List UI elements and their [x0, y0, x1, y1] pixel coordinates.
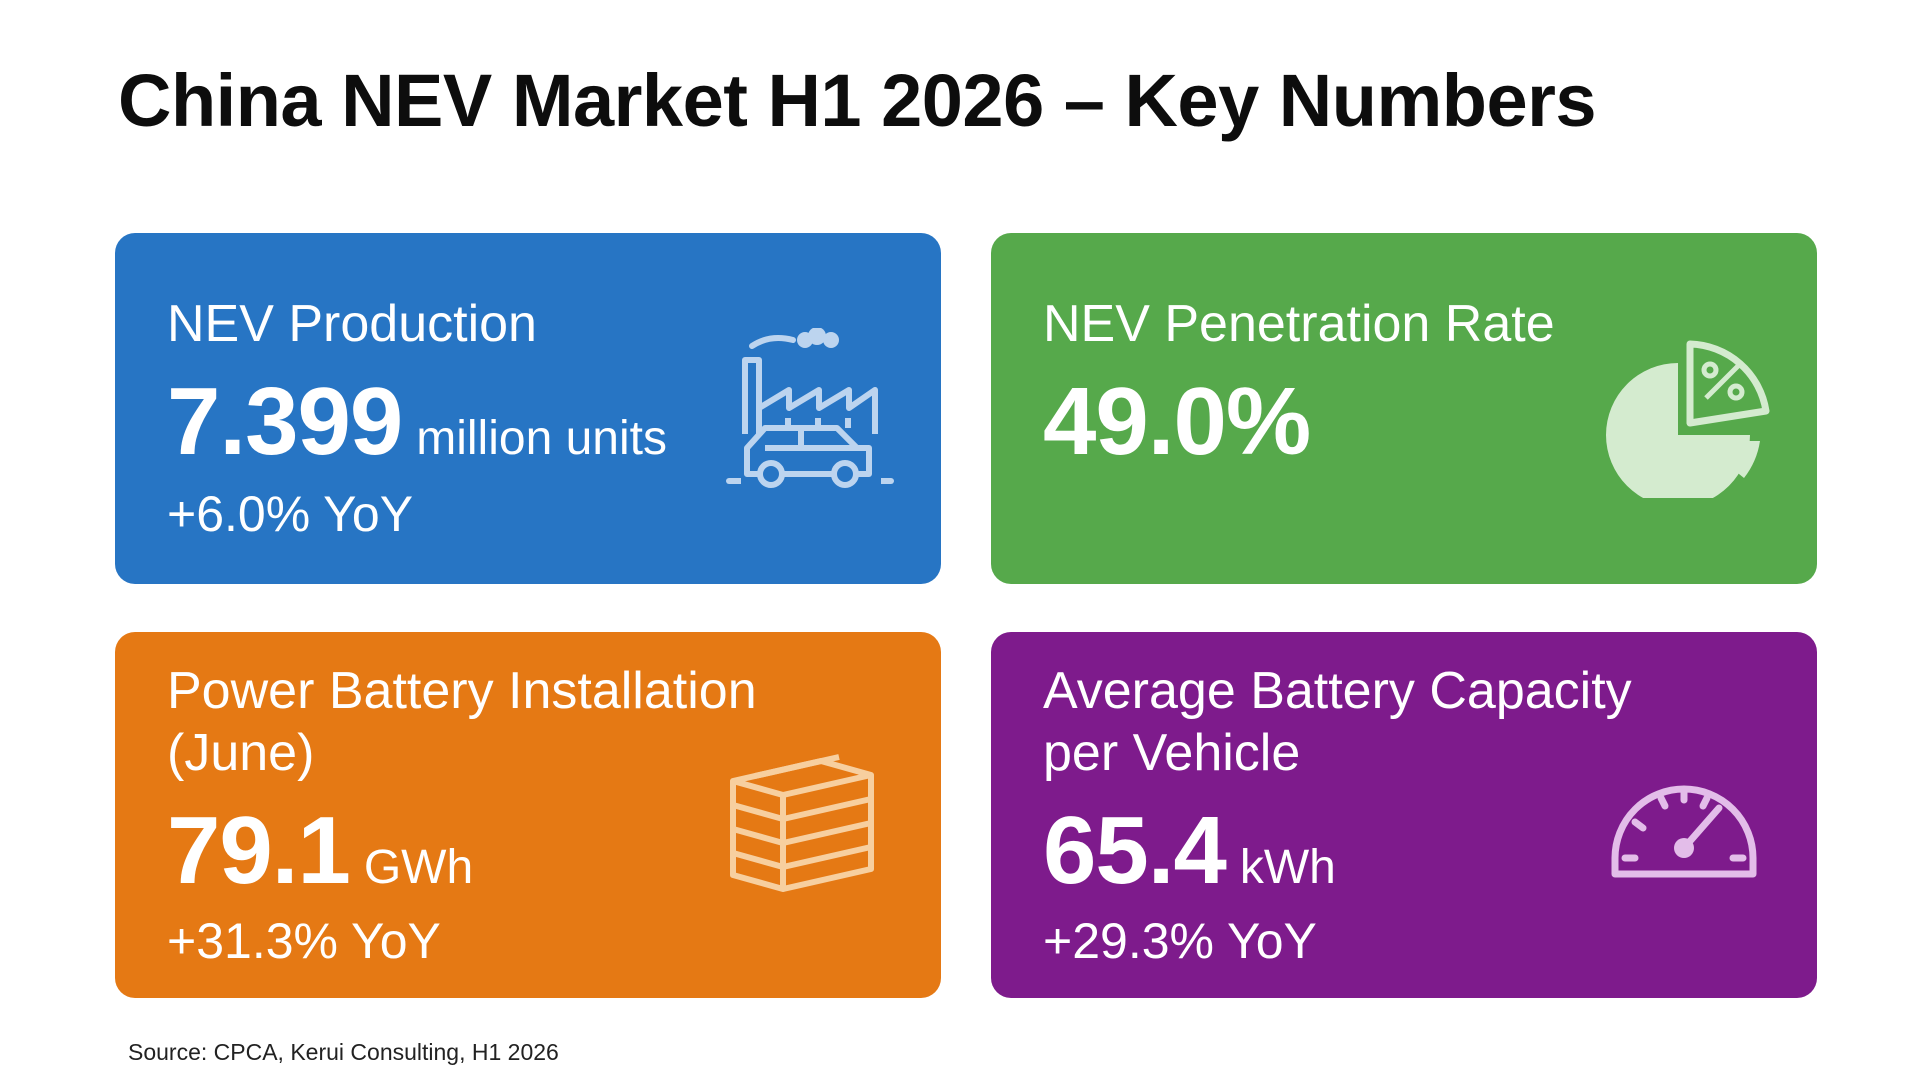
battery-installation-unit: GWh: [363, 841, 474, 894]
page-title: China NEV Market H1 2026 – Key Numbers: [118, 59, 1597, 142]
nev-penetration-card: NEV Penetration Rate 49.0%: [991, 233, 1817, 584]
nev-penetration-label: NEV Penetration Rate: [1043, 295, 1555, 353]
nev-production-yoy: +6.0% YoY: [167, 486, 414, 542]
battery-installation-label-line1: Power Battery Installation: [167, 662, 757, 720]
factory-car-icon: [726, 328, 894, 488]
battery-capacity-card: Average Battery Capacity per Vehicle 65.…: [991, 632, 1817, 998]
battery-installation-label-line2: (June): [167, 724, 315, 782]
gauge-icon: [1611, 785, 1757, 878]
nev-penetration-value-row: 49.0%: [1043, 367, 1311, 477]
battery-installation-value: 79.1: [167, 797, 351, 904]
nev-penetration-value: 49.0%: [1043, 368, 1311, 475]
battery-capacity-value: 65.4: [1043, 797, 1227, 904]
battery-installation-card: Power Battery Installation (June) 79.1 GW…: [115, 632, 941, 998]
battery-capacity-unit: kWh: [1239, 841, 1336, 894]
battery-installation-value-row: 79.1 GWh: [167, 796, 473, 906]
battery-installation-yoy: +31.3% YoY: [167, 913, 441, 969]
battery-capacity-value-row: 65.4 kWh: [1043, 796, 1336, 906]
source-note: Source: CPCA, Kerui Consulting, H1 2026: [128, 1039, 559, 1065]
nev-production-label: NEV Production: [167, 295, 537, 353]
nev-production-value-row: 7.399 million units: [167, 367, 667, 477]
nev-production-card: NEV Production 7.399 million units +6.0% …: [115, 233, 941, 584]
battery-capacity-label-line1: Average Battery Capacity: [1043, 662, 1632, 720]
battery-capacity-label-line2: per Vehicle: [1043, 724, 1301, 782]
battery-stack-icon: [730, 754, 874, 892]
pie-chart-percent-icon: [1606, 340, 1770, 498]
nev-production-unit: million units: [416, 412, 667, 465]
battery-capacity-yoy: +29.3% YoY: [1043, 913, 1317, 969]
nev-production-value: 7.399: [167, 368, 403, 475]
